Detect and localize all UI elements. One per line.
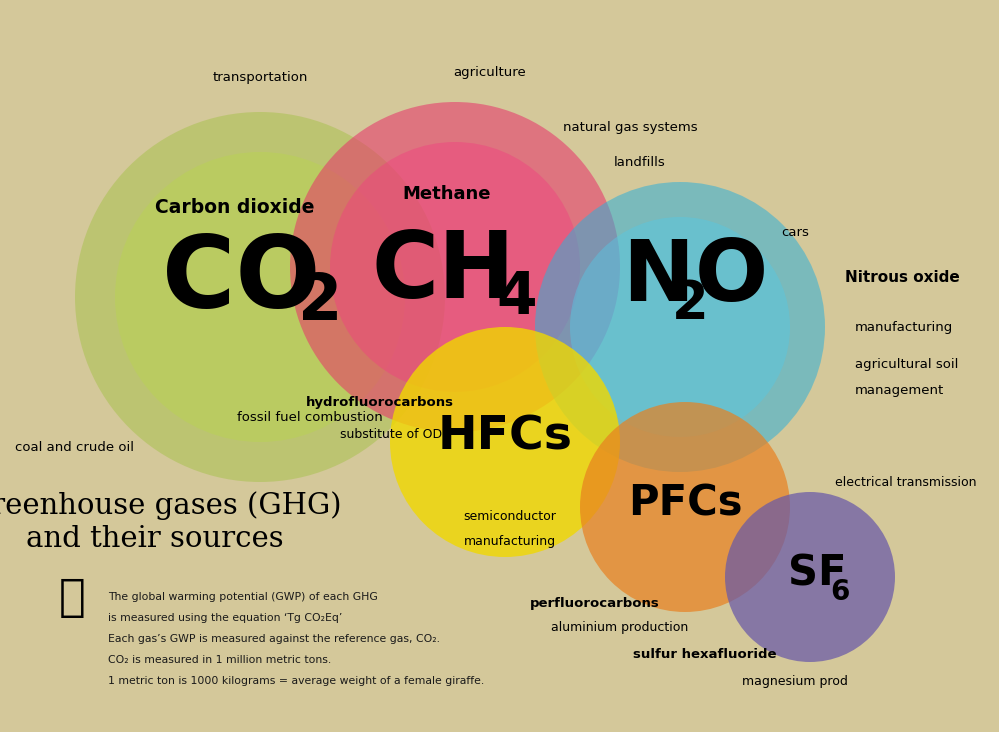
Text: magnesium prod: magnesium prod (742, 676, 848, 689)
Text: manufacturing: manufacturing (464, 536, 556, 548)
Text: SF: SF (788, 553, 846, 595)
Circle shape (290, 102, 620, 432)
Text: 1 metric ton is 1000 kilograms = average weight of a female giraffe.: 1 metric ton is 1000 kilograms = average… (108, 676, 485, 686)
Text: 2: 2 (298, 271, 343, 333)
Text: management: management (855, 384, 944, 397)
Text: Methane: Methane (402, 185, 491, 203)
Text: 6: 6 (830, 578, 849, 606)
Circle shape (75, 112, 445, 482)
Text: fossil fuel combustion: fossil fuel combustion (237, 411, 383, 424)
Text: Greenhouse gases (GHG)
and their sources: Greenhouse gases (GHG) and their sources (0, 491, 342, 553)
Text: semiconductor: semiconductor (464, 510, 556, 523)
Circle shape (115, 152, 405, 442)
Text: hydrofluorocarbons: hydrofluorocarbons (306, 395, 454, 408)
Text: agriculture: agriculture (454, 65, 526, 78)
Circle shape (725, 492, 895, 662)
Circle shape (535, 182, 825, 472)
Text: N: N (622, 236, 694, 318)
Text: CO: CO (162, 231, 321, 329)
Text: perfluorocarbons: perfluorocarbons (530, 597, 660, 610)
Text: aluminium production: aluminium production (551, 621, 688, 633)
Text: 2: 2 (672, 278, 708, 330)
Circle shape (570, 217, 790, 437)
Text: electrical transmission: electrical transmission (835, 476, 976, 488)
Text: manufacturing: manufacturing (855, 321, 953, 334)
Circle shape (390, 327, 620, 557)
Text: Nitrous oxide: Nitrous oxide (845, 269, 960, 285)
Text: landfills: landfills (614, 155, 666, 168)
Text: PFCs: PFCs (627, 483, 742, 525)
Text: agricultural soil: agricultural soil (855, 357, 958, 370)
Circle shape (330, 142, 580, 392)
Text: natural gas systems: natural gas systems (562, 121, 697, 133)
Text: Carbon dioxide: Carbon dioxide (155, 198, 315, 217)
Text: sulfur hexafluoride: sulfur hexafluoride (633, 649, 777, 662)
Text: O: O (695, 236, 768, 318)
Circle shape (580, 402, 790, 612)
Text: cars: cars (781, 225, 809, 239)
Text: 🦒: 🦒 (59, 575, 85, 619)
Text: coal and crude oil: coal and crude oil (16, 441, 135, 454)
Text: CH: CH (372, 227, 515, 317)
Text: 4: 4 (496, 269, 536, 326)
Text: CO₂ is measured in 1 million metric tons.: CO₂ is measured in 1 million metric tons… (108, 655, 332, 665)
Text: HFCs: HFCs (438, 414, 572, 460)
Text: Each gas’s GWP is measured against the reference gas, CO₂.: Each gas’s GWP is measured against the r… (108, 634, 440, 644)
Text: The global warming potential (GWP) of each GHG: The global warming potential (GWP) of ea… (108, 592, 378, 602)
Text: transportation: transportation (213, 70, 308, 83)
Text: is measured using the equation ‘Tg CO₂Eq’: is measured using the equation ‘Tg CO₂Eq… (108, 613, 343, 623)
Text: substitute of ODS: substitute of ODS (340, 428, 451, 441)
